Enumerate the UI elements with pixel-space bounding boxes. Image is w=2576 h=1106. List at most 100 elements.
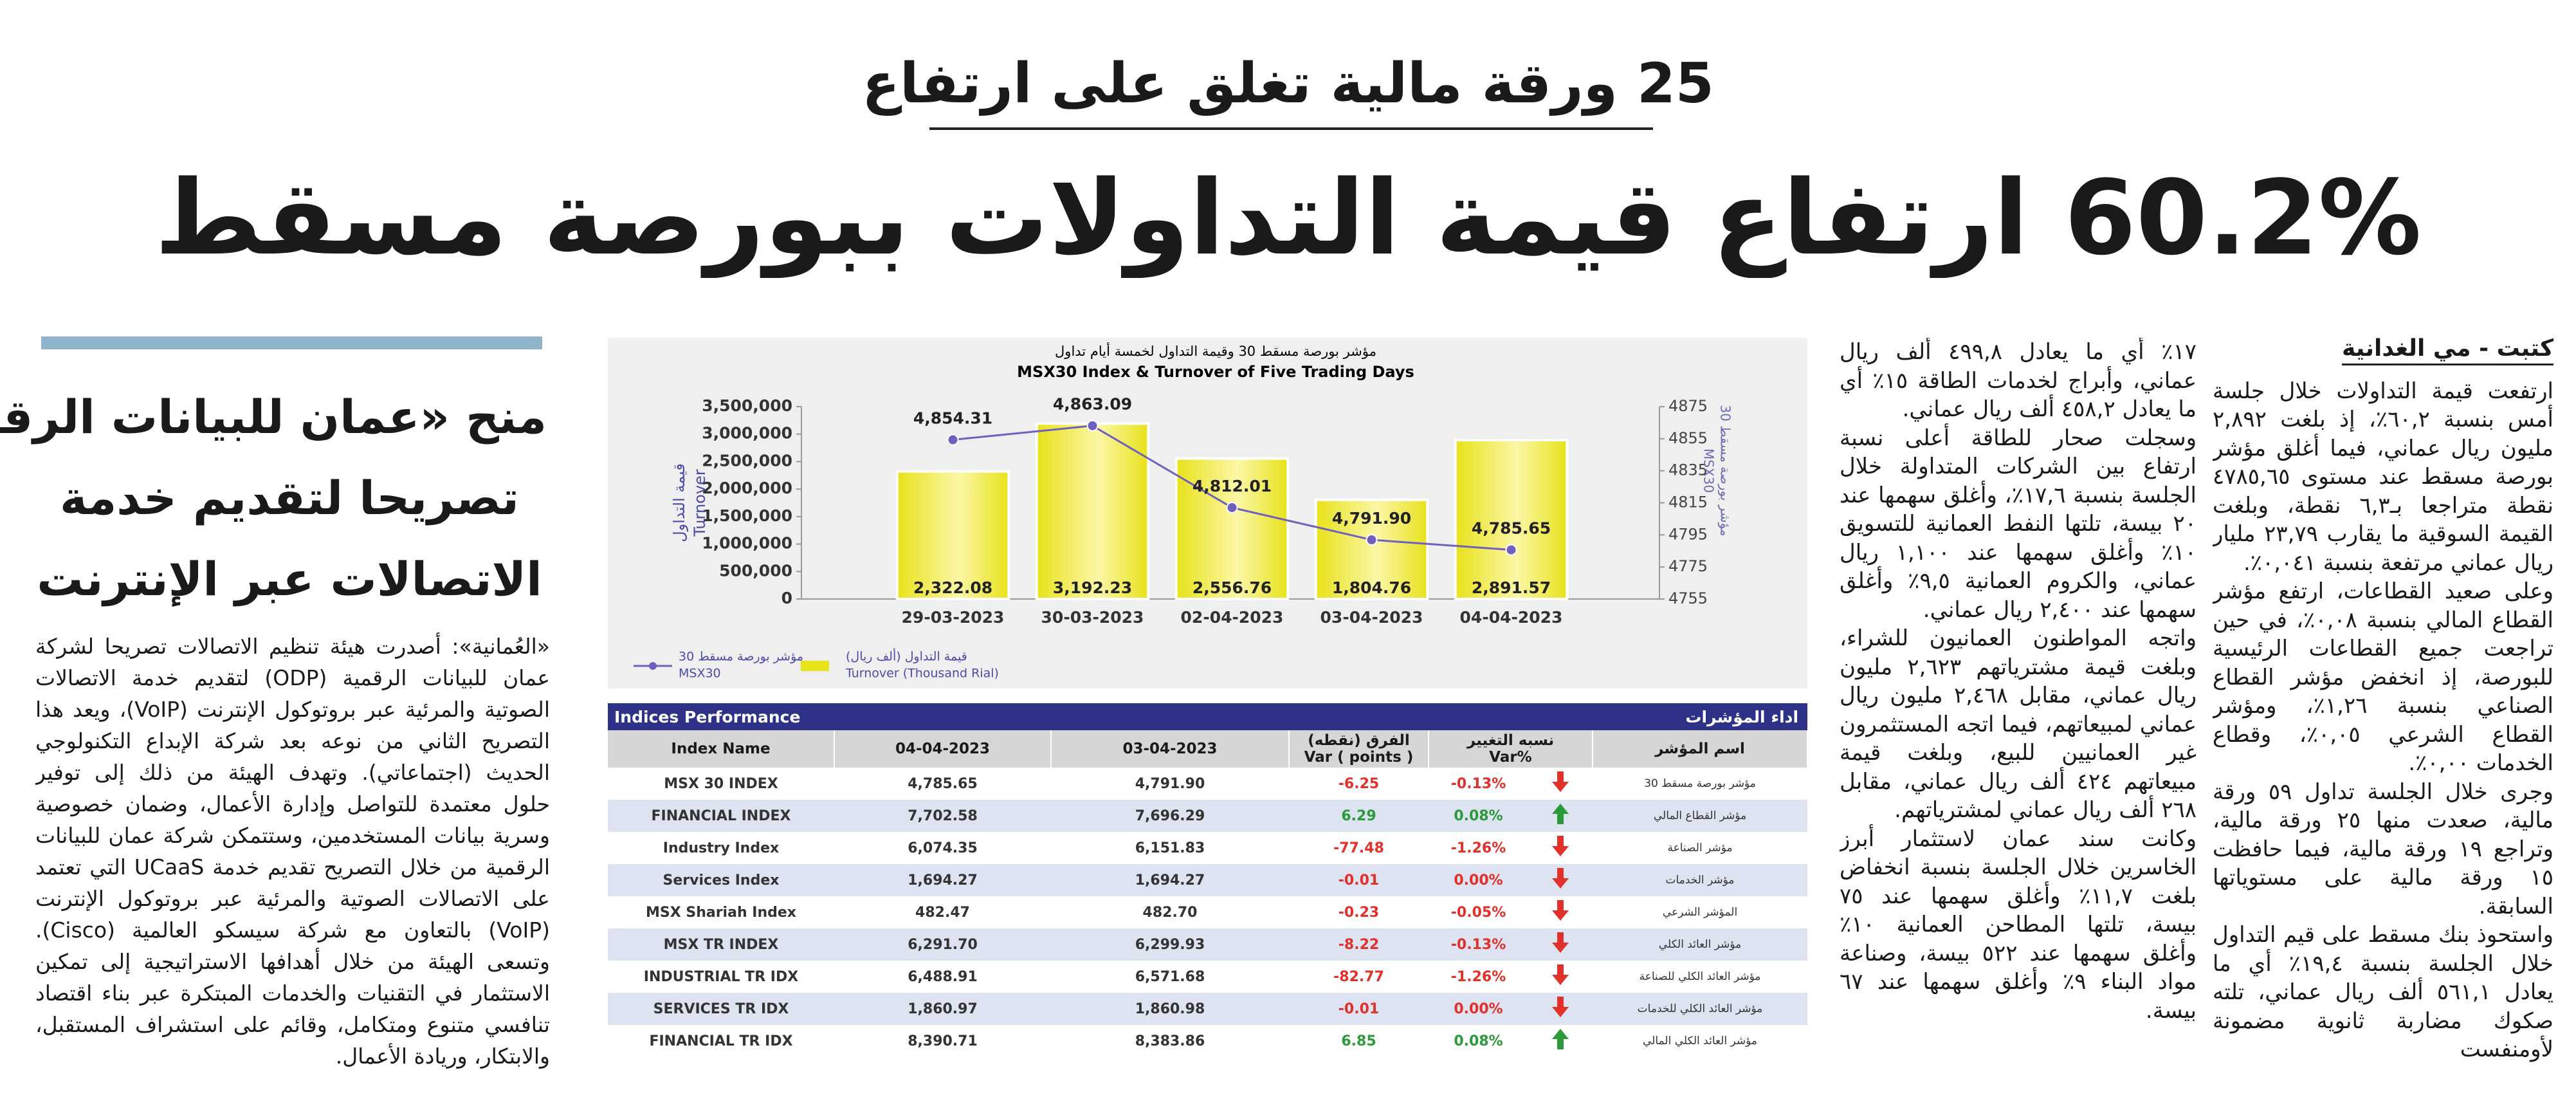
title-line: تصريحا لتقديم خدمة [60,471,519,525]
table-cell: -8.22 [1289,928,1429,961]
table-cell: 6,571.68 [1135,968,1205,985]
paragraph: وسجلت صحار للطاقة أعلى نسبة ارتفاع بين ا… [1840,425,2197,623]
table-cell: Industry Index [662,840,780,856]
table-title-bar: Indices Performance اداء المؤشرات [608,703,1807,730]
y-tick-label: 3,000,000 [702,424,792,443]
table-cell: 6,291.70 [834,928,1051,961]
column-header: 03-04-2023 [1051,730,1290,768]
table-cell: 6,488.91 [908,968,978,985]
arrow-icon [1552,771,1569,792]
table-row: Industry Index 6,074.35 6,151.83 -77.48 -1.2… [608,832,1807,864]
title-line: منح «عمان للبيانات الرقمية» [0,390,547,444]
chart-title: مؤشر بورصة مسقط 30 وقيمة التداول لخمسة أ… [1055,342,1376,359]
paragraph: «العُمانية»: أصدرت هيئة تنظيم الاتصالات … [35,634,550,1069]
y-axis-title: قيمة التداول [670,463,688,542]
table-cell: 0.00% [1429,993,1529,1025]
table-cell: -0.01 [1289,864,1429,896]
y2-tick-label: 4775 [1668,557,1708,575]
headline: 60.2% ارتفاع قيمة التداولات ببورصة مسقط [154,158,2422,278]
line-point [1505,544,1517,556]
article-column: كتبت - مي الغدانية ارتفعت قيمة التداولات… [2213,335,2553,1068]
table-cell: -0.05% [1450,904,1506,921]
x-tick-label: 03-04-2023 [1320,608,1423,627]
y2-tick-label: 4855 [1668,429,1708,447]
table-cell: مؤشر الصناعة [1667,842,1733,854]
table-cell: مؤشر الخدمات [1593,864,1807,896]
arrow-icon [1552,868,1569,889]
arrow-icon [1552,836,1569,856]
bar-value-label: 2,322.08 [913,578,992,597]
table-row: MSX Shariah Index 482.47 482.70 -0.23 -0.05%… [608,896,1807,928]
header-line: الفرق (نقطه) [1308,732,1410,749]
indices-table: Indices Performance اداء المؤشرات Index … [608,703,1807,1064]
direction-icon [1528,993,1593,1025]
legend-label: MSX30 [679,667,721,681]
table-cell: FINANCIAL INDEX [608,800,834,832]
direction-icon [1528,1025,1593,1057]
column-header: Index Name [608,730,835,768]
arrow [1552,900,1569,921]
paragraph: واستحوذ بنك مسقط على قيم التداول خلال ال… [2213,922,2553,1062]
bar [1035,422,1150,600]
line-point [947,434,959,446]
arrow-icon [1552,804,1569,824]
table-cell: 4,785.65 [908,775,978,792]
y2-tick-label: 4875 [1668,397,1708,415]
line-point [1226,501,1238,513]
table-title: Indices Performance [608,703,1290,730]
direction-icon [1528,800,1593,832]
table-cell: 7,696.29 [1051,800,1290,832]
y-tick-label: 2,000,000 [702,479,792,497]
point-value-label: 4,863.09 [1053,395,1132,414]
table-cell: Services Index [608,864,834,896]
arrow [1552,868,1569,889]
y-tick-label: 3,500,000 [702,396,792,415]
table-cell: 6.85 [1341,1033,1376,1049]
chart: مؤشر بورصة مسقط 30 وقيمة التداول لخمسة أ… [608,338,1807,688]
y2-axis-title: MSX30 [1701,448,1717,493]
bar [895,470,1010,600]
article-column: ١٧٪ أي ما يعادل ٤٩٩,٨ ألف ريال عماني، وأ… [1840,338,2197,1068]
arrow [1552,964,1569,985]
point-value-label: 4,785.65 [1472,519,1551,538]
bar-value-label: 2,891.57 [1472,578,1551,597]
subheadline-rule [929,127,1653,130]
arrow-icon [1552,964,1569,985]
arrow [1552,836,1569,856]
y2-tick-label: 4795 [1668,525,1708,543]
table-cell: -0.01 [1289,993,1429,1025]
table-cell: مؤشر القطاع المالي [1593,800,1807,832]
header-line: Var% [1489,749,1532,766]
bar-value-label: 3,192.23 [1053,578,1132,597]
y-tick-label: 0 [781,589,792,607]
table-cell: -1.26% [1450,968,1506,985]
y2-tick-label: 4755 [1668,589,1708,607]
direction-icon [1528,961,1593,993]
side-article-title: منح «عمان للبيانات الرقمية» تصريحا لتقدي… [0,376,547,620]
table-cell: 1,860.98 [1051,993,1290,1025]
arrow [1552,1029,1569,1049]
table-cell: 0.00% [1429,864,1529,896]
paragraph: وجرى خلال الجلسة تداول ٥٩ ورقة مالية، صع… [2213,779,2553,919]
legend-marker [649,662,657,670]
table-cell: مؤشر العائد الكلي [1593,928,1807,961]
table-cell: 1,860.97 [834,993,1051,1025]
table-cell: MSX Shariah Index [646,904,796,921]
legend-label: مؤشر بورصة مسقط 30 [679,650,803,664]
bar [1454,438,1569,600]
y-axis-title: Turnover [691,469,709,537]
bar [1174,457,1290,600]
legend-label: Turnover (Thousand Rial) [845,667,999,681]
table-cell: 482.47 [915,904,970,921]
paragraph: وكانت سند عمان لاستثمار أبرز الخاسرين خل… [1840,825,2197,1024]
subheadline: 25 ورقة مالية تغلق على ارتفاع [862,51,1714,116]
y-tick-label: 2,500,000 [702,451,792,470]
table-cell: FINANCIAL TR IDX [649,1033,793,1049]
table-row: MSX TR INDEX 6,291.70 6,299.93 -8.22 -0.13% م… [608,928,1807,961]
table-cell: MSX 30 INDEX [664,775,778,792]
column-header: نسبه التغيير Var% [1429,730,1594,768]
point-value-label: 4,854.31 [913,409,992,428]
table-cell: -1.26% [1450,840,1506,856]
